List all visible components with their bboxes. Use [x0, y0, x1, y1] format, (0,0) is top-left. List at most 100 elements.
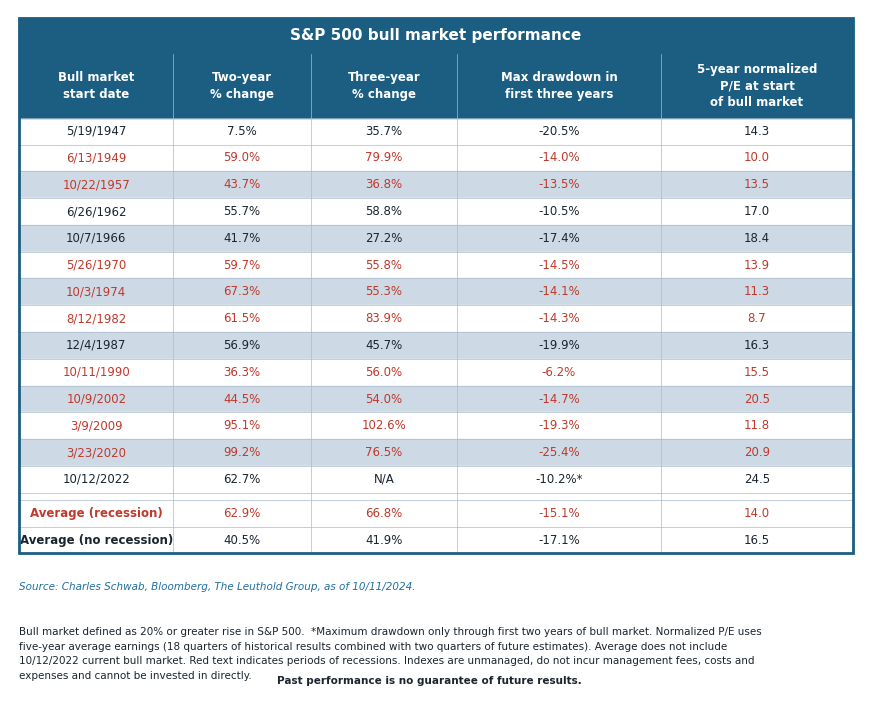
- Text: 13.9: 13.9: [744, 259, 770, 271]
- Text: Max drawdown in
first three years: Max drawdown in first three years: [501, 71, 617, 101]
- Text: 43.7%: 43.7%: [223, 178, 261, 191]
- Text: -19.3%: -19.3%: [538, 419, 580, 432]
- Bar: [19, 145, 853, 171]
- Text: -17.4%: -17.4%: [538, 232, 580, 245]
- Text: 10/9/2002: 10/9/2002: [66, 393, 126, 405]
- Text: N/A: N/A: [373, 473, 394, 486]
- Text: 55.7%: 55.7%: [223, 205, 261, 218]
- Text: 45.7%: 45.7%: [365, 339, 403, 352]
- Text: Source: Charles Schwab, Bloomberg, The Leuthold Group, as of 10/11/2024.: Source: Charles Schwab, Bloomberg, The L…: [19, 582, 416, 591]
- Text: 16.5: 16.5: [744, 534, 770, 546]
- Bar: [19, 18, 853, 54]
- Bar: [19, 278, 853, 305]
- Bar: [19, 527, 853, 553]
- Text: 14.0: 14.0: [744, 507, 770, 520]
- Text: 10/22/1957: 10/22/1957: [63, 178, 130, 191]
- Text: 41.7%: 41.7%: [223, 232, 261, 245]
- Text: 66.8%: 66.8%: [365, 507, 403, 520]
- Text: 3/23/2020: 3/23/2020: [66, 446, 126, 459]
- Text: 56.9%: 56.9%: [223, 339, 261, 352]
- Text: Average (recession): Average (recession): [30, 507, 163, 520]
- Text: 18.4: 18.4: [744, 232, 770, 245]
- Text: 8.7: 8.7: [747, 312, 766, 325]
- Text: -17.1%: -17.1%: [538, 534, 580, 546]
- Text: Bull market
start date: Bull market start date: [58, 71, 134, 101]
- Text: 13.5: 13.5: [744, 178, 770, 191]
- Text: 62.9%: 62.9%: [223, 507, 261, 520]
- Text: 24.5: 24.5: [744, 473, 770, 486]
- Text: 35.7%: 35.7%: [365, 125, 403, 137]
- Text: -14.1%: -14.1%: [538, 286, 580, 298]
- Text: 54.0%: 54.0%: [365, 393, 403, 405]
- Text: 6/26/1962: 6/26/1962: [66, 205, 126, 218]
- Text: 10.0: 10.0: [744, 152, 770, 164]
- Text: 20.9: 20.9: [744, 446, 770, 459]
- Text: -6.2%: -6.2%: [542, 366, 576, 379]
- Bar: [19, 18, 853, 553]
- Text: 76.5%: 76.5%: [365, 446, 403, 459]
- Bar: [19, 466, 853, 493]
- Bar: [19, 118, 853, 145]
- Text: 40.5%: 40.5%: [223, 534, 261, 546]
- Text: 5/26/1970: 5/26/1970: [66, 259, 126, 271]
- Text: 5-year normalized
P/E at start
of bull market: 5-year normalized P/E at start of bull m…: [697, 63, 817, 109]
- Text: 7.5%: 7.5%: [228, 125, 257, 137]
- Text: 62.7%: 62.7%: [223, 473, 261, 486]
- Text: -13.5%: -13.5%: [538, 178, 580, 191]
- Bar: [19, 359, 853, 386]
- Text: 36.3%: 36.3%: [223, 366, 261, 379]
- Bar: [19, 332, 853, 359]
- Text: -19.9%: -19.9%: [538, 339, 580, 352]
- Text: 11.8: 11.8: [744, 419, 770, 432]
- Text: 67.3%: 67.3%: [223, 286, 261, 298]
- Text: 11.3: 11.3: [744, 286, 770, 298]
- Bar: [19, 54, 853, 118]
- Bar: [19, 305, 853, 332]
- Bar: [19, 198, 853, 225]
- Text: 61.5%: 61.5%: [223, 312, 261, 325]
- Text: 41.9%: 41.9%: [365, 534, 403, 546]
- Text: 95.1%: 95.1%: [223, 419, 261, 432]
- Text: 10/7/1966: 10/7/1966: [66, 232, 126, 245]
- Text: -25.4%: -25.4%: [538, 446, 580, 459]
- Text: -14.3%: -14.3%: [538, 312, 580, 325]
- Bar: [19, 225, 853, 252]
- Bar: [19, 439, 853, 466]
- Text: S&P 500 bull market performance: S&P 500 bull market performance: [290, 28, 582, 44]
- Bar: [19, 252, 853, 278]
- Text: Two-year
% change: Two-year % change: [210, 71, 274, 101]
- Text: -14.5%: -14.5%: [538, 259, 580, 271]
- Text: 10/11/1990: 10/11/1990: [63, 366, 130, 379]
- Text: 3/9/2009: 3/9/2009: [70, 419, 123, 432]
- Bar: [19, 412, 853, 439]
- Text: 55.3%: 55.3%: [365, 286, 402, 298]
- Text: 99.2%: 99.2%: [223, 446, 261, 459]
- Text: 10/3/1974: 10/3/1974: [66, 286, 126, 298]
- Text: Average (no recession): Average (no recession): [20, 534, 173, 546]
- Text: 55.8%: 55.8%: [365, 259, 402, 271]
- Bar: [19, 500, 853, 527]
- Text: 20.5: 20.5: [744, 393, 770, 405]
- Text: 102.6%: 102.6%: [362, 419, 406, 432]
- Text: 6/13/1949: 6/13/1949: [66, 152, 126, 164]
- Text: -10.2%*: -10.2%*: [535, 473, 582, 486]
- Text: 10/12/2022: 10/12/2022: [63, 473, 130, 486]
- Text: 79.9%: 79.9%: [365, 152, 403, 164]
- Text: 16.3: 16.3: [744, 339, 770, 352]
- Text: 14.3: 14.3: [744, 125, 770, 137]
- Text: 15.5: 15.5: [744, 366, 770, 379]
- Text: 44.5%: 44.5%: [223, 393, 261, 405]
- Text: -10.5%: -10.5%: [538, 205, 580, 218]
- Text: 12/4/1987: 12/4/1987: [66, 339, 126, 352]
- Text: 5/19/1947: 5/19/1947: [66, 125, 126, 137]
- Text: 8/12/1982: 8/12/1982: [66, 312, 126, 325]
- Text: -20.5%: -20.5%: [538, 125, 580, 137]
- Text: 59.7%: 59.7%: [223, 259, 261, 271]
- Text: Three-year
% change: Three-year % change: [348, 71, 420, 101]
- Text: 36.8%: 36.8%: [365, 178, 403, 191]
- Text: 56.0%: 56.0%: [365, 366, 403, 379]
- Text: -14.0%: -14.0%: [538, 152, 580, 164]
- Text: 27.2%: 27.2%: [365, 232, 403, 245]
- Text: 59.0%: 59.0%: [223, 152, 261, 164]
- Text: -15.1%: -15.1%: [538, 507, 580, 520]
